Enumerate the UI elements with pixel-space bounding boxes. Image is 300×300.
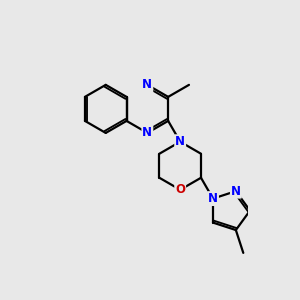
Text: N: N [175, 135, 185, 148]
Text: N: N [231, 185, 241, 198]
Text: O: O [175, 183, 185, 196]
Text: N: N [208, 192, 218, 205]
Text: N: N [142, 126, 152, 140]
Text: N: N [142, 78, 152, 92]
